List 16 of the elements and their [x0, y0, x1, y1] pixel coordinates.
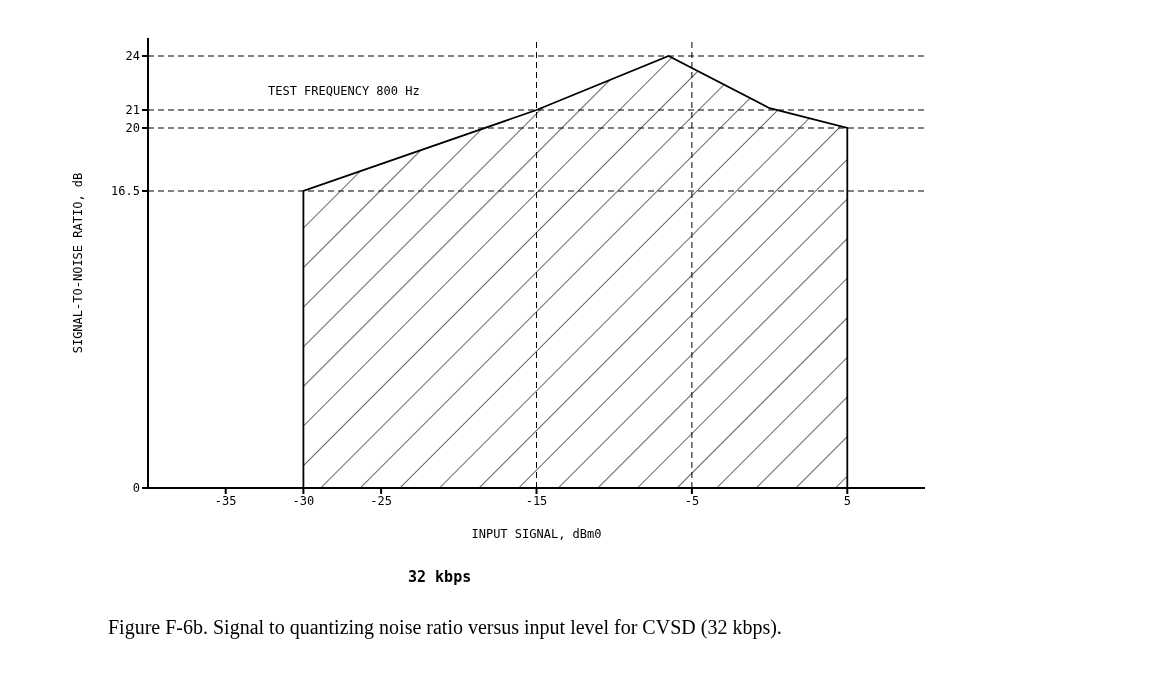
y-axis-title: SIGNAL-TO-NOISE RATIO, dB	[71, 172, 86, 354]
text: Figure F-6b. Signal to quantizing noise ratio versus input level for CVSD (32 kbps).	[108, 616, 783, 639]
y-tick-label: 24	[125, 49, 140, 64]
annotation: TEST FREQUENCY 800 Hz	[268, 84, 420, 98]
x-tick-label: -15	[525, 493, 548, 508]
x-tick-label: -25	[370, 493, 392, 508]
text: 32 kbps	[408, 568, 473, 586]
x-axis-title: INPUT SIGNAL, dBm0	[471, 527, 602, 541]
y-tick-label: 16.5	[111, 184, 140, 199]
y-tick-label: 21	[125, 103, 140, 118]
x-tick-label: 5	[843, 493, 851, 508]
y-tick-label: 0	[132, 481, 140, 496]
x-tick-label: -5	[684, 493, 700, 508]
x-tick-label: -30	[292, 493, 315, 508]
x-tick-label: -35	[214, 493, 237, 508]
y-tick-label: 20	[125, 121, 140, 136]
